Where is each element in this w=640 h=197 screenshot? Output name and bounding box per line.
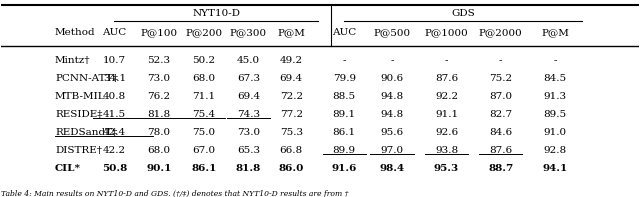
Text: 49.2: 49.2 [280,56,303,65]
Text: 50.8: 50.8 [102,164,127,173]
Text: 68.0: 68.0 [192,74,215,83]
Text: 94.8: 94.8 [381,92,404,101]
Text: 95.6: 95.6 [381,128,404,137]
Text: -: - [445,56,448,65]
Text: 79.9: 79.9 [333,74,356,83]
Text: 75.2: 75.2 [489,74,512,83]
Text: DISTRE†: DISTRE† [55,146,102,155]
Text: MTB-MIL: MTB-MIL [55,92,106,101]
Text: 84.6: 84.6 [489,128,512,137]
Text: 86.1: 86.1 [333,128,356,137]
Text: P@200: P@200 [185,28,222,37]
Text: 97.0: 97.0 [381,146,404,155]
Text: 77.2: 77.2 [280,110,303,119]
Text: 75.3: 75.3 [280,128,303,137]
Text: 75.4: 75.4 [192,110,215,119]
Text: 91.1: 91.1 [435,110,458,119]
Text: 78.0: 78.0 [147,128,171,137]
Text: 69.4: 69.4 [237,92,260,101]
Text: 81.8: 81.8 [147,110,171,119]
Text: 69.4: 69.4 [280,74,303,83]
Text: 90.6: 90.6 [381,74,404,83]
Text: CIL*: CIL* [55,164,81,173]
Text: 74.3: 74.3 [237,110,260,119]
Text: -: - [390,56,394,65]
Text: -: - [342,56,346,65]
Text: 72.2: 72.2 [280,92,303,101]
Text: 34.1: 34.1 [103,74,126,83]
Text: -: - [553,56,557,65]
Text: 93.8: 93.8 [435,146,458,155]
Text: 42.4: 42.4 [103,128,126,137]
Text: 91.6: 91.6 [332,164,357,173]
Text: 86.0: 86.0 [278,164,304,173]
Text: 94.8: 94.8 [381,110,404,119]
Text: RESIDE‡: RESIDE‡ [55,110,102,119]
Text: 73.0: 73.0 [147,74,171,83]
Text: Method: Method [55,28,95,37]
Text: 91.3: 91.3 [543,92,566,101]
Text: 94.1: 94.1 [542,164,568,173]
Text: P@300: P@300 [230,28,267,37]
Text: P@M: P@M [277,28,305,37]
Text: P@1000: P@1000 [424,28,468,37]
Text: P@2000: P@2000 [479,28,523,37]
Text: 41.5: 41.5 [103,110,126,119]
Text: 65.3: 65.3 [237,146,260,155]
Text: P@M: P@M [541,28,569,37]
Text: Mintz†: Mintz† [55,56,91,65]
Text: 88.5: 88.5 [333,92,356,101]
Text: 92.8: 92.8 [543,146,566,155]
Text: 67.3: 67.3 [237,74,260,83]
Text: 98.4: 98.4 [380,164,404,173]
Text: 67.0: 67.0 [192,146,215,155]
Text: GDS: GDS [451,9,475,18]
Text: 90.1: 90.1 [147,164,172,173]
Text: 84.5: 84.5 [543,74,566,83]
Text: 92.2: 92.2 [435,92,458,101]
Text: 81.8: 81.8 [236,164,261,173]
Text: Table 4: Main results on NYT10-D and GDS. (†/‡) denotes that NYT10-D results are: Table 4: Main results on NYT10-D and GDS… [1,190,348,197]
Text: P@500: P@500 [374,28,411,37]
Text: 68.0: 68.0 [147,146,171,155]
Text: 45.0: 45.0 [237,56,260,65]
Text: 66.8: 66.8 [280,146,303,155]
Text: 91.0: 91.0 [543,128,566,137]
Text: AUC: AUC [332,28,356,37]
Text: 88.7: 88.7 [488,164,513,173]
Text: AUC: AUC [102,28,127,37]
Text: 87.0: 87.0 [489,92,512,101]
Text: 52.3: 52.3 [147,56,171,65]
Text: 40.8: 40.8 [103,92,126,101]
Text: 10.7: 10.7 [103,56,126,65]
Text: P@100: P@100 [141,28,178,37]
Text: 89.5: 89.5 [543,110,566,119]
Text: 89.9: 89.9 [333,146,356,155]
Text: 73.0: 73.0 [237,128,260,137]
Text: PCNN-ATT‡: PCNN-ATT‡ [55,74,118,83]
Text: 87.6: 87.6 [489,146,512,155]
Text: 89.1: 89.1 [333,110,356,119]
Text: NYT10-D: NYT10-D [192,9,240,18]
Text: 92.6: 92.6 [435,128,458,137]
Text: 86.1: 86.1 [191,164,216,173]
Text: 71.1: 71.1 [192,92,215,101]
Text: 42.2: 42.2 [103,146,126,155]
Text: REDSandT‡: REDSandT‡ [55,128,117,137]
Text: 87.6: 87.6 [435,74,458,83]
Text: 76.2: 76.2 [147,92,171,101]
Text: 82.7: 82.7 [489,110,512,119]
Text: -: - [499,56,502,65]
Text: 75.0: 75.0 [192,128,215,137]
Text: 95.3: 95.3 [434,164,459,173]
Text: 50.2: 50.2 [192,56,215,65]
